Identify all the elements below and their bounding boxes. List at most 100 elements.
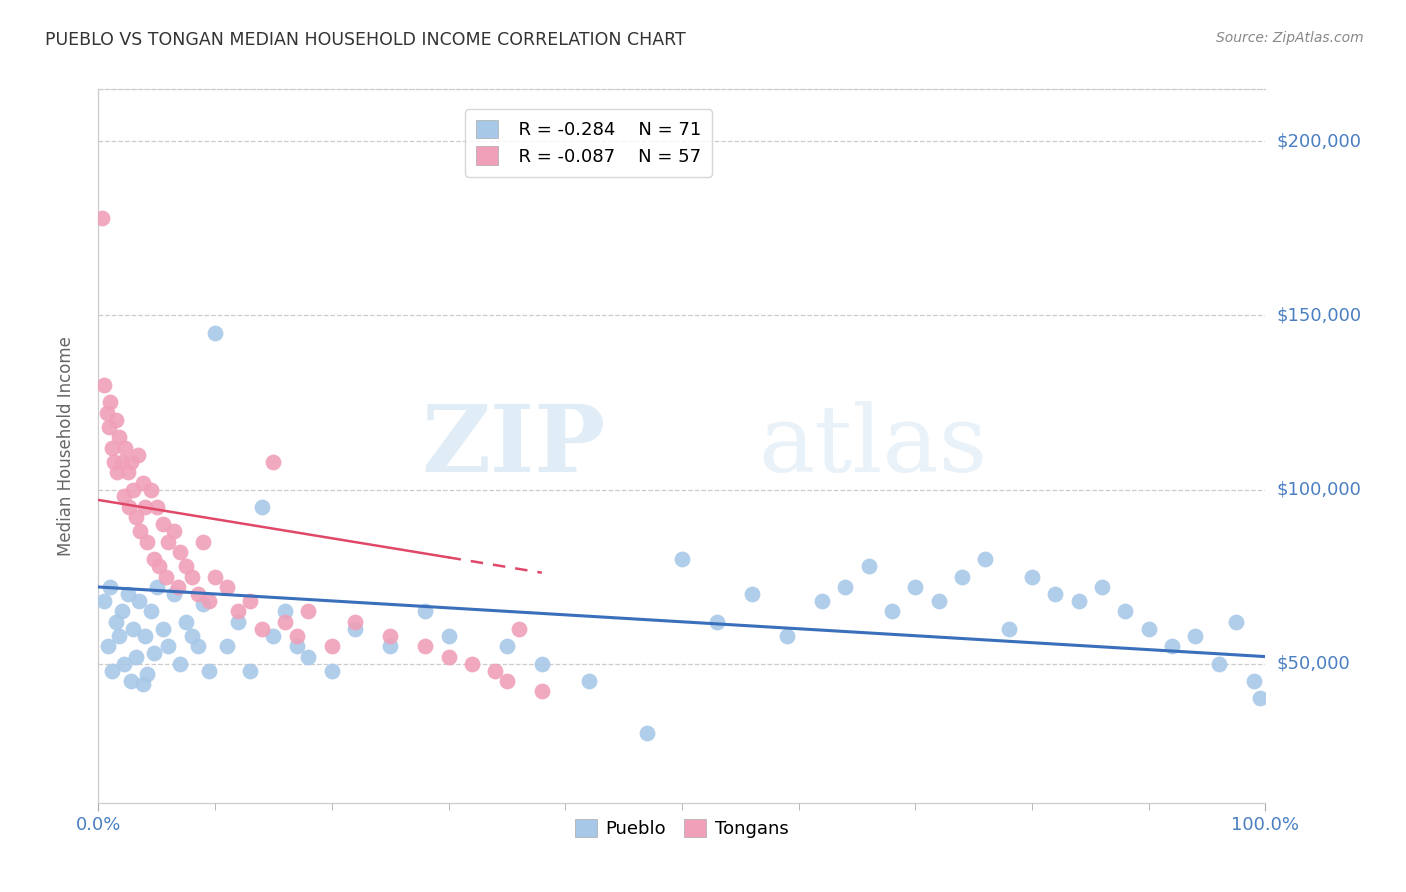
Point — [413, 639, 436, 653]
Point — [155, 569, 177, 583]
Point — [139, 604, 162, 618]
Text: atlas: atlas — [758, 401, 987, 491]
Point — [193, 534, 215, 549]
Point — [204, 569, 226, 583]
Point — [530, 657, 553, 671]
Point — [215, 580, 238, 594]
Point — [215, 639, 238, 653]
Point — [143, 552, 166, 566]
Point — [169, 657, 191, 671]
Point — [117, 587, 139, 601]
Point — [152, 517, 174, 532]
Point — [1184, 629, 1206, 643]
Point — [108, 430, 131, 444]
Point — [111, 455, 134, 469]
Point — [1114, 604, 1136, 618]
Point — [1243, 673, 1265, 688]
Point — [321, 639, 343, 653]
Point — [274, 604, 297, 618]
Point — [97, 639, 120, 653]
Point — [163, 587, 186, 601]
Point — [152, 622, 174, 636]
Point — [146, 500, 169, 514]
Point — [136, 534, 159, 549]
Point — [1021, 569, 1043, 583]
Point — [157, 534, 180, 549]
Point — [239, 664, 262, 678]
Point — [530, 684, 553, 698]
Point — [997, 622, 1019, 636]
Point — [187, 639, 209, 653]
Point — [104, 413, 127, 427]
Point — [204, 326, 226, 340]
Point — [437, 649, 460, 664]
Text: $100,000: $100,000 — [1277, 481, 1361, 499]
Point — [239, 594, 262, 608]
Point — [344, 622, 367, 636]
Point — [671, 552, 693, 566]
Point — [250, 622, 273, 636]
Point — [111, 604, 134, 618]
Point — [484, 664, 506, 678]
Point — [297, 649, 319, 664]
Point — [136, 667, 159, 681]
Point — [344, 615, 367, 629]
Point — [880, 604, 903, 618]
Point — [250, 500, 273, 514]
Point — [112, 490, 135, 504]
Y-axis label: Median Household Income: Median Household Income — [56, 336, 75, 556]
Point — [1091, 580, 1114, 594]
Text: Source: ZipAtlas.com: Source: ZipAtlas.com — [1216, 31, 1364, 45]
Point — [578, 673, 600, 688]
Point — [380, 629, 402, 643]
Point — [1249, 691, 1271, 706]
Point — [163, 524, 186, 539]
Point — [1067, 594, 1090, 608]
Point — [198, 664, 221, 678]
Point — [1161, 639, 1184, 653]
Point — [928, 594, 950, 608]
Point — [706, 615, 728, 629]
Point — [125, 510, 148, 524]
Point — [90, 211, 112, 225]
Point — [180, 569, 202, 583]
Point — [132, 677, 155, 691]
Point — [904, 580, 927, 594]
Point — [950, 569, 973, 583]
Point — [93, 594, 115, 608]
Point — [636, 726, 658, 740]
Point — [285, 639, 308, 653]
Point — [193, 598, 215, 612]
Point — [97, 420, 120, 434]
Point — [127, 448, 149, 462]
Point — [105, 465, 128, 479]
Point — [974, 552, 997, 566]
Point — [461, 657, 484, 671]
Point — [108, 629, 131, 643]
Point — [285, 629, 308, 643]
Text: $150,000: $150,000 — [1277, 307, 1361, 325]
Point — [157, 639, 180, 653]
Point — [228, 604, 250, 618]
Point — [262, 455, 284, 469]
Point — [274, 615, 297, 629]
Point — [117, 465, 139, 479]
Point — [104, 615, 127, 629]
Point — [1045, 587, 1067, 601]
Point — [112, 657, 135, 671]
Point — [174, 615, 197, 629]
Point — [811, 594, 834, 608]
Point — [198, 594, 221, 608]
Point — [98, 580, 121, 594]
Point — [1137, 622, 1160, 636]
Point — [1225, 615, 1247, 629]
Point — [122, 483, 145, 497]
Point — [103, 455, 125, 469]
Text: PUEBLO VS TONGAN MEDIAN HOUSEHOLD INCOME CORRELATION CHART: PUEBLO VS TONGAN MEDIAN HOUSEHOLD INCOME… — [45, 31, 686, 49]
Text: ZIP: ZIP — [422, 401, 606, 491]
Point — [858, 559, 880, 574]
Point — [776, 629, 799, 643]
Point — [741, 587, 763, 601]
Point — [148, 559, 170, 574]
Point — [146, 580, 169, 594]
